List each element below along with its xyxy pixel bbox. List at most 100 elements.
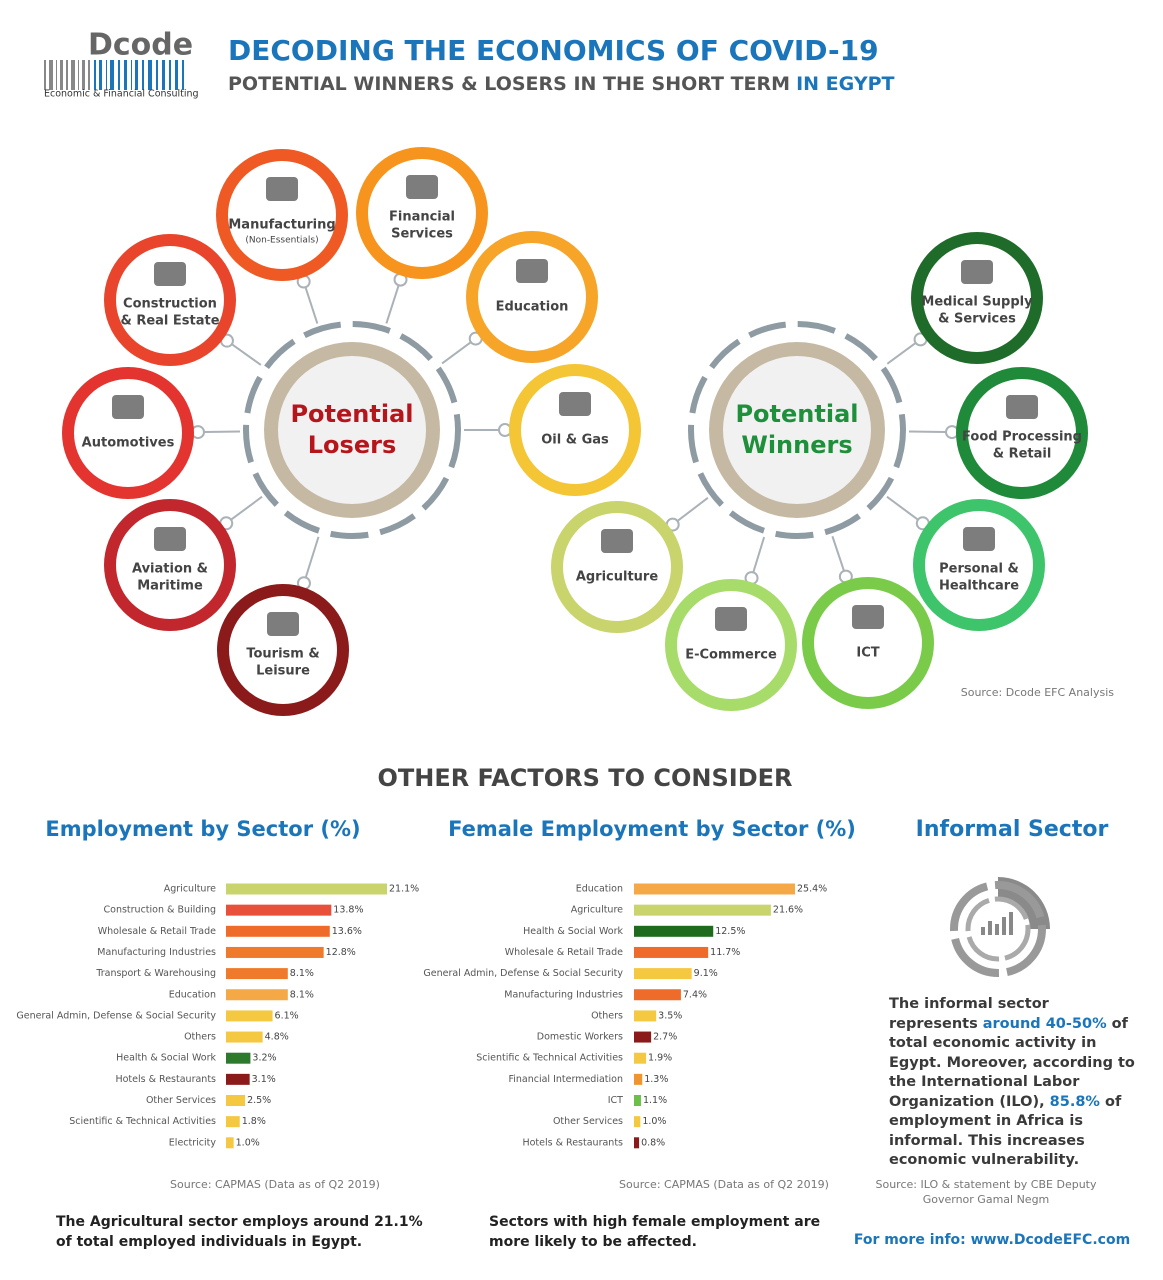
chart-note: more likely to be affected. [489,1234,697,1250]
value-label: 1.8% [242,1116,266,1127]
bar [226,1073,250,1085]
node-label: Services [391,227,453,242]
value-label: 0.8% [641,1137,665,1148]
chart-title: Female Employment by Sector (%) [448,817,856,841]
category-label: Scientific & Technical Activities [69,1116,216,1127]
value-label: 1.0% [642,1116,666,1127]
node-ring [665,579,797,711]
value-label: 21.6% [773,905,803,916]
category-label: Education [169,989,216,1000]
charts: Employment by Sector (%) Agriculture 21.1%… [16,817,855,1250]
highlight-text: 85.8% [1049,1093,1100,1110]
value-label: 1.3% [644,1074,668,1085]
node-label: Tourism & [246,647,319,662]
category-label: Electricity [169,1137,217,1148]
node-note: (Non-Essentials) [245,236,318,246]
hub-label: Potential [290,400,413,428]
category-label: ICT [608,1095,623,1106]
hub-label: Winners [741,431,852,459]
value-label: 1.1% [643,1095,667,1106]
node-ring [913,499,1045,631]
node-ring [911,232,1043,364]
value-label: 7.4% [683,989,707,1000]
node-icon [266,177,298,201]
node-label: & Retail [993,447,1052,462]
bar [634,1073,643,1085]
value-label: 12.8% [326,947,356,958]
node-icon [112,395,144,419]
category-label: Agriculture [164,884,216,895]
paragraph-text: The informal sector represents [889,996,1049,1032]
bar [226,968,288,980]
informal-title: Informal Sector [916,817,1109,842]
chart-title: Employment by Sector (%) [45,817,360,841]
node-label: Financial [389,210,455,225]
chart-source: Source: CAPMAS (Data as of Q2 2019) [619,1178,829,1191]
node-icon [516,259,548,283]
node-label: Healthcare [939,579,1019,594]
node-label: E-Commerce [685,648,777,663]
hub-dashes [688,321,906,539]
value-label: 8.1% [290,989,314,1000]
subtitle-main: POTENTIAL WINNERS & LOSERS IN THE SHORT … [228,73,790,95]
node-ring [217,584,349,716]
node-icon [963,527,995,551]
value-label: 25.4% [797,884,827,895]
node-label: & Services [938,312,1016,327]
node-ring [509,364,641,496]
node-label: Automotives [82,436,175,451]
paragraph-text: of employment in Africa is informal. Thi… [889,1093,1122,1169]
bar [634,989,681,1001]
node-icon [406,175,438,199]
category-label: General Admin, Defense & Social Security [16,1010,216,1021]
diagram-source: Source: Dcode EFC Analysis [961,686,1115,699]
hub-dashes [243,321,461,539]
highlight-text: around 40-50% [982,1015,1107,1032]
category-label: Other Services [553,1116,623,1127]
node-label: Personal & [939,562,1019,577]
value-label: 11.7% [710,947,740,958]
node-label: Food Processing [962,430,1082,445]
node-icon [1006,395,1038,419]
node-label: Maritime [137,579,203,594]
footer: For more info: www.DcodeEFC.com [854,1232,1130,1248]
category-label: Manufacturing Industries [97,947,216,958]
category-label: Others [591,1010,623,1021]
bar [634,968,692,980]
node-ring [104,499,236,631]
chart-note: of total employed individuals in Egypt. [56,1234,362,1250]
bar [634,1052,647,1064]
node-ring [356,147,488,279]
category-label: Other Services [146,1095,216,1106]
bar [226,1010,273,1022]
bar [634,1031,652,1043]
bar [634,1116,641,1128]
category-label: General Admin, Defense & Social Security [423,968,623,979]
title: DECODING THE ECONOMICS OF COVID-19 [228,34,879,67]
category-label: Hotels & Restaurants [115,1074,216,1085]
informal-source: Source: ILO & statement by CBE Deputy [876,1178,1097,1191]
value-label: 13.6% [332,926,362,937]
bar [226,1137,234,1149]
hub-core [278,356,426,504]
bar [226,989,288,1001]
bar [634,1137,640,1149]
node-ring [466,231,598,363]
node-ring [62,367,194,499]
category-label: Transport & Warehousing [95,968,216,979]
category-label: Hotels & Restaurants [522,1137,623,1148]
category-label: Scientific & Technical Activities [476,1053,623,1064]
value-label: 12.5% [715,926,745,937]
hub-label: Potential [735,400,858,428]
node-icon [715,607,747,631]
category-label: Construction & Building [104,905,216,916]
node-icon [267,612,299,636]
subtitle-highlight: IN EGYPT [796,73,894,95]
informal-icon [950,877,1050,977]
node-label: & Real Estate [120,314,219,329]
bar [226,1031,263,1043]
subtitle: POTENTIAL WINNERS & LOSERS IN THE SHORT … [228,73,895,95]
node-ring [216,149,348,281]
node-icon [852,605,884,629]
